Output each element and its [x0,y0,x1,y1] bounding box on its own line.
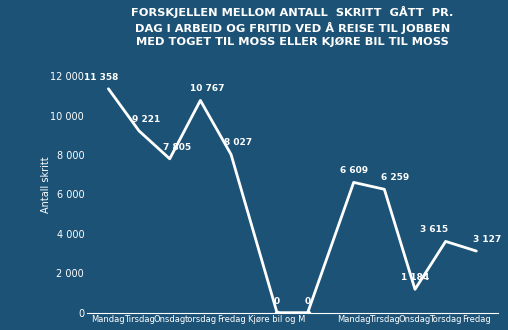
Title: FORSKJELLEN MELLOM ANTALL  SKRITT  GÅTT  PR.
DAG I ARBEID OG FRITID VED Å REISE : FORSKJELLEN MELLOM ANTALL SKRITT GÅTT PR… [131,6,454,47]
Text: 10 767: 10 767 [190,84,225,93]
Text: 8 027: 8 027 [224,139,252,148]
Text: 0: 0 [274,297,280,306]
Text: 0: 0 [305,297,311,306]
Text: 6 609: 6 609 [340,166,368,176]
Y-axis label: Antall skritt: Antall skritt [41,156,51,213]
Text: 6 259: 6 259 [382,173,409,182]
Text: 3 615: 3 615 [421,225,449,234]
Text: 9 221: 9 221 [132,115,160,124]
Text: 1 184: 1 184 [401,273,429,282]
Text: 7 805: 7 805 [163,143,190,152]
Text: 3 127: 3 127 [473,235,501,244]
Text: 11 358: 11 358 [84,73,119,82]
